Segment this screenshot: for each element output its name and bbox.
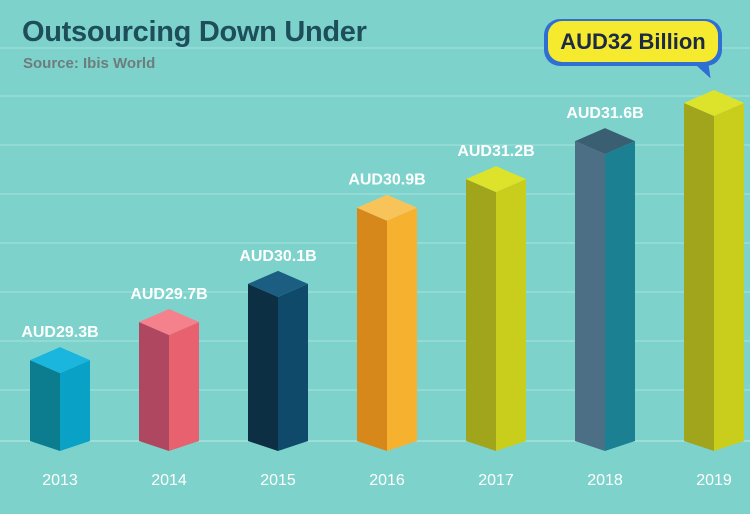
x-tick-2018: 2018 bbox=[587, 472, 623, 489]
bar-2019-top bbox=[684, 90, 744, 116]
data-label-2015: AUD30.1B bbox=[239, 248, 316, 265]
bar-2013-right-face bbox=[60, 360, 90, 451]
bar-2014-right-face bbox=[169, 321, 199, 451]
bar-2017-left-face bbox=[466, 179, 496, 452]
bar-2015-right-face bbox=[278, 283, 308, 451]
callout-label: AUD32 Billion bbox=[548, 21, 718, 62]
data-label-2014: AUD29.7B bbox=[130, 286, 207, 303]
x-tick-2015: 2015 bbox=[260, 472, 296, 489]
bar-2017-top bbox=[466, 166, 526, 193]
bar-2014-left-face bbox=[139, 321, 169, 451]
x-tick-2016: 2016 bbox=[369, 472, 405, 489]
x-tick-2017: 2017 bbox=[478, 472, 514, 489]
bar-2018-right-face bbox=[605, 141, 635, 451]
bar-2019-left-face bbox=[684, 103, 714, 451]
bar-2015-top bbox=[248, 270, 308, 297]
bar-2018-left-face bbox=[575, 141, 605, 451]
data-label-2018: AUD31.6B bbox=[566, 105, 643, 122]
bar-2013-left-face bbox=[30, 360, 60, 451]
bar-2019-right-face bbox=[714, 103, 744, 451]
bar-2015-left-face bbox=[248, 283, 278, 451]
bar-2018-top bbox=[575, 128, 635, 155]
data-label-2016: AUD30.9B bbox=[348, 172, 425, 189]
x-tick-2014: 2014 bbox=[151, 472, 187, 489]
chart-title: Outsourcing Down Under bbox=[22, 16, 367, 48]
bar-2016-left-face bbox=[357, 207, 387, 451]
x-tick-2019: 2019 bbox=[696, 472, 732, 489]
x-tick-2013: 2013 bbox=[42, 472, 78, 489]
bar-2014-top bbox=[139, 308, 199, 335]
bar-2016-top bbox=[357, 194, 417, 221]
data-label-2017: AUD31.2B bbox=[457, 143, 534, 160]
data-label-2013: AUD29.3B bbox=[21, 324, 98, 341]
bar-2013-top bbox=[30, 347, 90, 374]
chart-subtitle: Source: Ibis World bbox=[23, 55, 156, 72]
bar-2016-right-face bbox=[387, 207, 417, 451]
bar-2017-right-face bbox=[496, 179, 526, 452]
